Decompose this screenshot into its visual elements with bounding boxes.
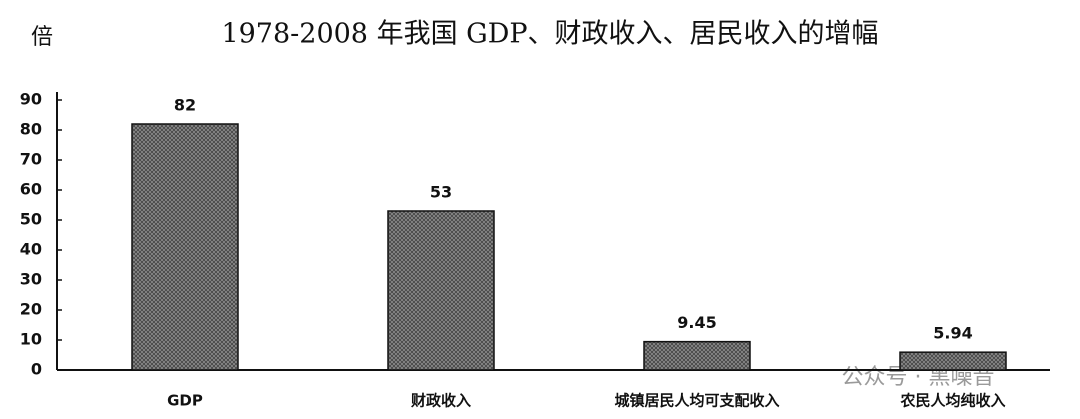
value-label: 9.45 (677, 313, 716, 332)
chart-title: 1978-2008 年我国 GDP、财政收入、居民收入的增幅 (221, 19, 878, 50)
x-tick-label: 财政收入 (411, 392, 471, 410)
y-tick-label: 0 (31, 360, 42, 379)
y-tick-label: 40 (20, 240, 42, 259)
bar (131, 123, 239, 371)
y-axis-label: 倍 (31, 25, 53, 50)
x-tick-label: 农民人均纯收入 (899, 392, 1005, 410)
y-tick-label: 70 (20, 150, 42, 169)
value-label: 82 (174, 96, 196, 115)
bar (899, 351, 1007, 371)
y-tick-label: 20 (20, 300, 42, 319)
bar (643, 340, 751, 371)
value-label: 53 (430, 183, 452, 202)
y-tick-label: 30 (20, 270, 42, 289)
bar (387, 210, 495, 371)
x-tick-label: 城镇居民人均可支配收入 (614, 392, 779, 410)
y-tick-label: 10 (20, 330, 42, 349)
y-tick-label: 60 (20, 180, 42, 199)
y-tick-label: 90 (20, 90, 42, 109)
x-tick-label: GDP (167, 392, 203, 410)
y-tick-label: 50 (20, 210, 42, 229)
y-tick-label: 80 (20, 120, 42, 139)
value-label: 5.94 (933, 324, 972, 343)
